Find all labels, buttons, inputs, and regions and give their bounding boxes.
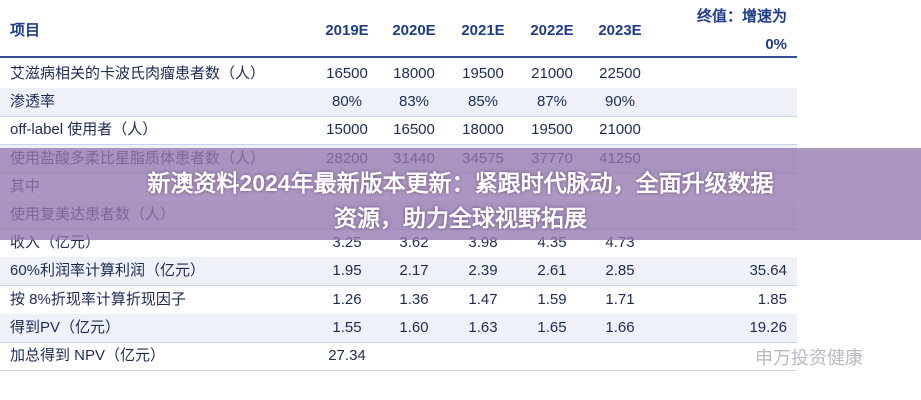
cell: 83% xyxy=(398,93,430,111)
row-label: 加总得到 NPV（亿元） xyxy=(10,347,166,364)
cell: 80% xyxy=(331,93,363,111)
cell: 1.55 xyxy=(332,318,362,336)
header-terminal: 0% xyxy=(765,36,787,53)
cell: 1.47 xyxy=(468,290,498,308)
cell: 1.66 xyxy=(605,318,635,336)
header-year: 2021E xyxy=(461,22,505,39)
cell: 1.26 xyxy=(332,290,362,308)
cell: 19500 xyxy=(531,121,573,139)
row-rule xyxy=(0,370,797,371)
cell: 16500 xyxy=(393,121,435,139)
cell: 2.39 xyxy=(468,262,498,280)
cell: 1.63 xyxy=(468,318,498,336)
cell: 1.60 xyxy=(399,318,429,336)
row-label: off-label 使用者（人） xyxy=(10,121,158,139)
header-year: 2019E xyxy=(325,22,369,39)
cell: 2.85 xyxy=(605,262,635,280)
row-label: 得到PV（亿元） xyxy=(10,318,121,336)
cell: 87% xyxy=(536,93,568,111)
row-bg xyxy=(0,88,797,117)
cell: 1.36 xyxy=(399,290,429,308)
header-label: 项目 xyxy=(10,22,41,39)
cell: 2.17 xyxy=(399,262,429,280)
header-year: 2022E xyxy=(530,22,574,39)
terminal-cell: 1.85 xyxy=(757,290,787,308)
cell: 27.34 xyxy=(328,347,366,364)
cell: 18000 xyxy=(462,121,504,139)
cell: 22500 xyxy=(599,65,641,82)
row-label: 艾滋病相关的卡波氏肉瘤患者数（人） xyxy=(10,65,266,82)
cell: 15000 xyxy=(326,121,368,139)
row-bg xyxy=(0,257,797,286)
terminal-cell: 35.64 xyxy=(749,262,787,280)
header-year: 2020E xyxy=(392,22,436,39)
cell: 21000 xyxy=(531,65,573,82)
row-label: 渗透率 xyxy=(10,93,56,111)
header-rule xyxy=(0,56,797,58)
header-year: 2023E xyxy=(598,22,642,39)
cell: 21000 xyxy=(599,121,641,139)
cell: 1.65 xyxy=(537,318,567,336)
row-label: 60%利润率计算利润（亿元） xyxy=(10,262,206,280)
row-rule xyxy=(0,116,797,118)
row-rule xyxy=(0,285,797,287)
cell: 2.61 xyxy=(537,262,567,280)
cell: 19500 xyxy=(462,65,504,82)
cell: 18000 xyxy=(393,65,435,82)
header-terminal: 终值：增速为 xyxy=(696,8,787,25)
cell: 1.71 xyxy=(605,290,635,308)
cell: 1.59 xyxy=(537,290,567,308)
banner: 新澳资料2024年最新版本更新：紧跟时代脉动，全面升级数据 资源，助力全球视野拓… xyxy=(0,148,921,240)
row-label: 按 8%折现率计算折现因子 xyxy=(10,290,186,308)
terminal-cell: 19.26 xyxy=(749,318,787,336)
watermark: 申万投资健康 xyxy=(755,348,863,368)
cell: 1.95 xyxy=(332,262,362,280)
row-bg xyxy=(0,313,797,342)
cell: 16500 xyxy=(326,65,368,82)
cell: 90% xyxy=(604,93,636,111)
row-rule xyxy=(0,341,797,343)
cell: 85% xyxy=(467,93,499,111)
banner-text: 新澳资料2024年最新版本更新：紧跟时代脉动，全面升级数据 xyxy=(147,170,774,196)
banner-text: 资源，助力全球视野拓展 xyxy=(334,205,587,231)
